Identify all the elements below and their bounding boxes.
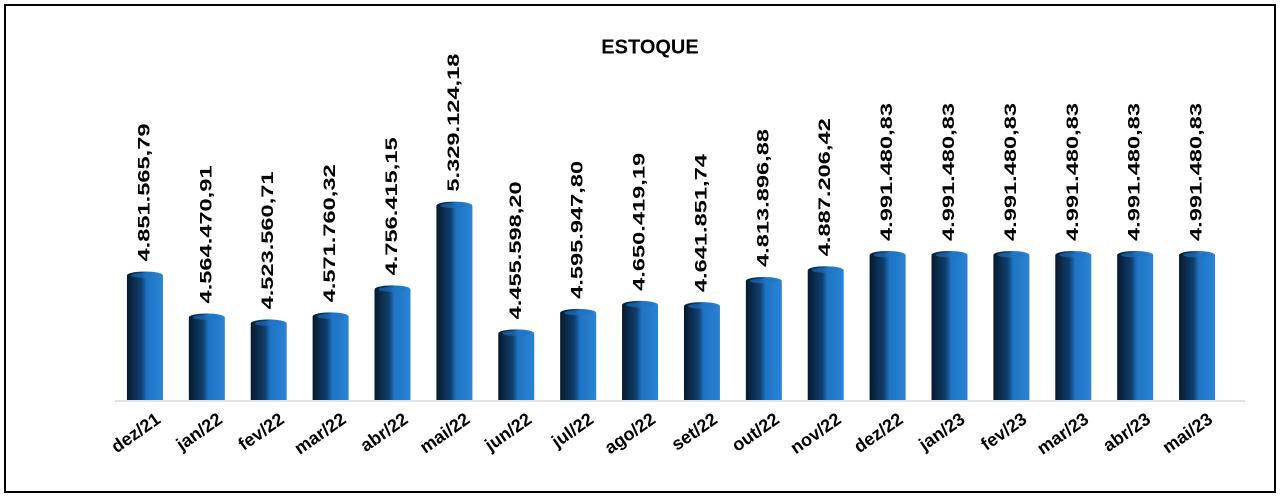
data-label: 4.641.851,74 (691, 153, 710, 292)
bar (498, 329, 535, 400)
bar (1117, 250, 1154, 400)
bar (683, 302, 720, 400)
bar (436, 201, 473, 400)
bar (250, 319, 287, 400)
bar (374, 285, 411, 400)
bar (188, 313, 225, 400)
data-label: 4.455.598,20 (506, 181, 525, 319)
chart-border (4, 4, 1276, 493)
data-label: 4.851.565,79 (134, 123, 153, 261)
data-label: 5.329.124,18 (444, 54, 463, 192)
data-label: 4.887.206,42 (815, 118, 834, 256)
bar-highlight (749, 278, 778, 284)
bar (931, 250, 968, 400)
data-label: 4.650.419,19 (630, 153, 649, 291)
bar-highlight (316, 313, 345, 319)
data-label: 4.756.415,15 (382, 137, 401, 275)
bar-highlight (811, 267, 840, 273)
bar (869, 250, 906, 400)
bar-highlight (687, 303, 716, 309)
bar (312, 312, 349, 400)
bar (622, 300, 659, 400)
data-label: 4.991.480,83 (1125, 103, 1144, 241)
bar (126, 271, 163, 400)
bar (807, 266, 844, 400)
bar-highlight (130, 272, 159, 278)
bar (993, 250, 1030, 400)
bar-highlight (564, 310, 593, 316)
bar-highlight (873, 252, 902, 258)
chart-title: ESTOQUE (601, 36, 698, 58)
bar-highlight (935, 252, 964, 258)
bar-highlight (1183, 252, 1212, 258)
bar-highlight (997, 252, 1026, 258)
bar-highlight (254, 320, 283, 326)
data-label: 4.991.480,83 (877, 103, 896, 241)
data-label: 4.564.470,91 (196, 165, 215, 303)
bar-highlight (192, 314, 221, 320)
data-label: 4.991.480,83 (939, 103, 958, 241)
bar-highlight (502, 330, 531, 336)
data-label: 4.813.896,88 (753, 129, 772, 267)
data-label: 4.991.480,83 (1063, 103, 1082, 241)
bar (560, 308, 597, 400)
bar-highlight (1059, 252, 1088, 258)
bar-highlight (1121, 252, 1150, 258)
bar-highlight (440, 203, 469, 209)
data-label: 4.595.947,80 (568, 161, 587, 299)
bar (1055, 250, 1092, 400)
data-label: 4.991.480,83 (1187, 103, 1206, 241)
bar-highlight (378, 286, 407, 292)
bar (1179, 250, 1216, 400)
data-label: 4.991.480,83 (1001, 103, 1020, 241)
data-label: 4.523.560,71 (258, 171, 277, 309)
data-label: 4.571.760,32 (320, 164, 339, 302)
bar-highlight (626, 302, 655, 308)
bar (745, 276, 782, 400)
